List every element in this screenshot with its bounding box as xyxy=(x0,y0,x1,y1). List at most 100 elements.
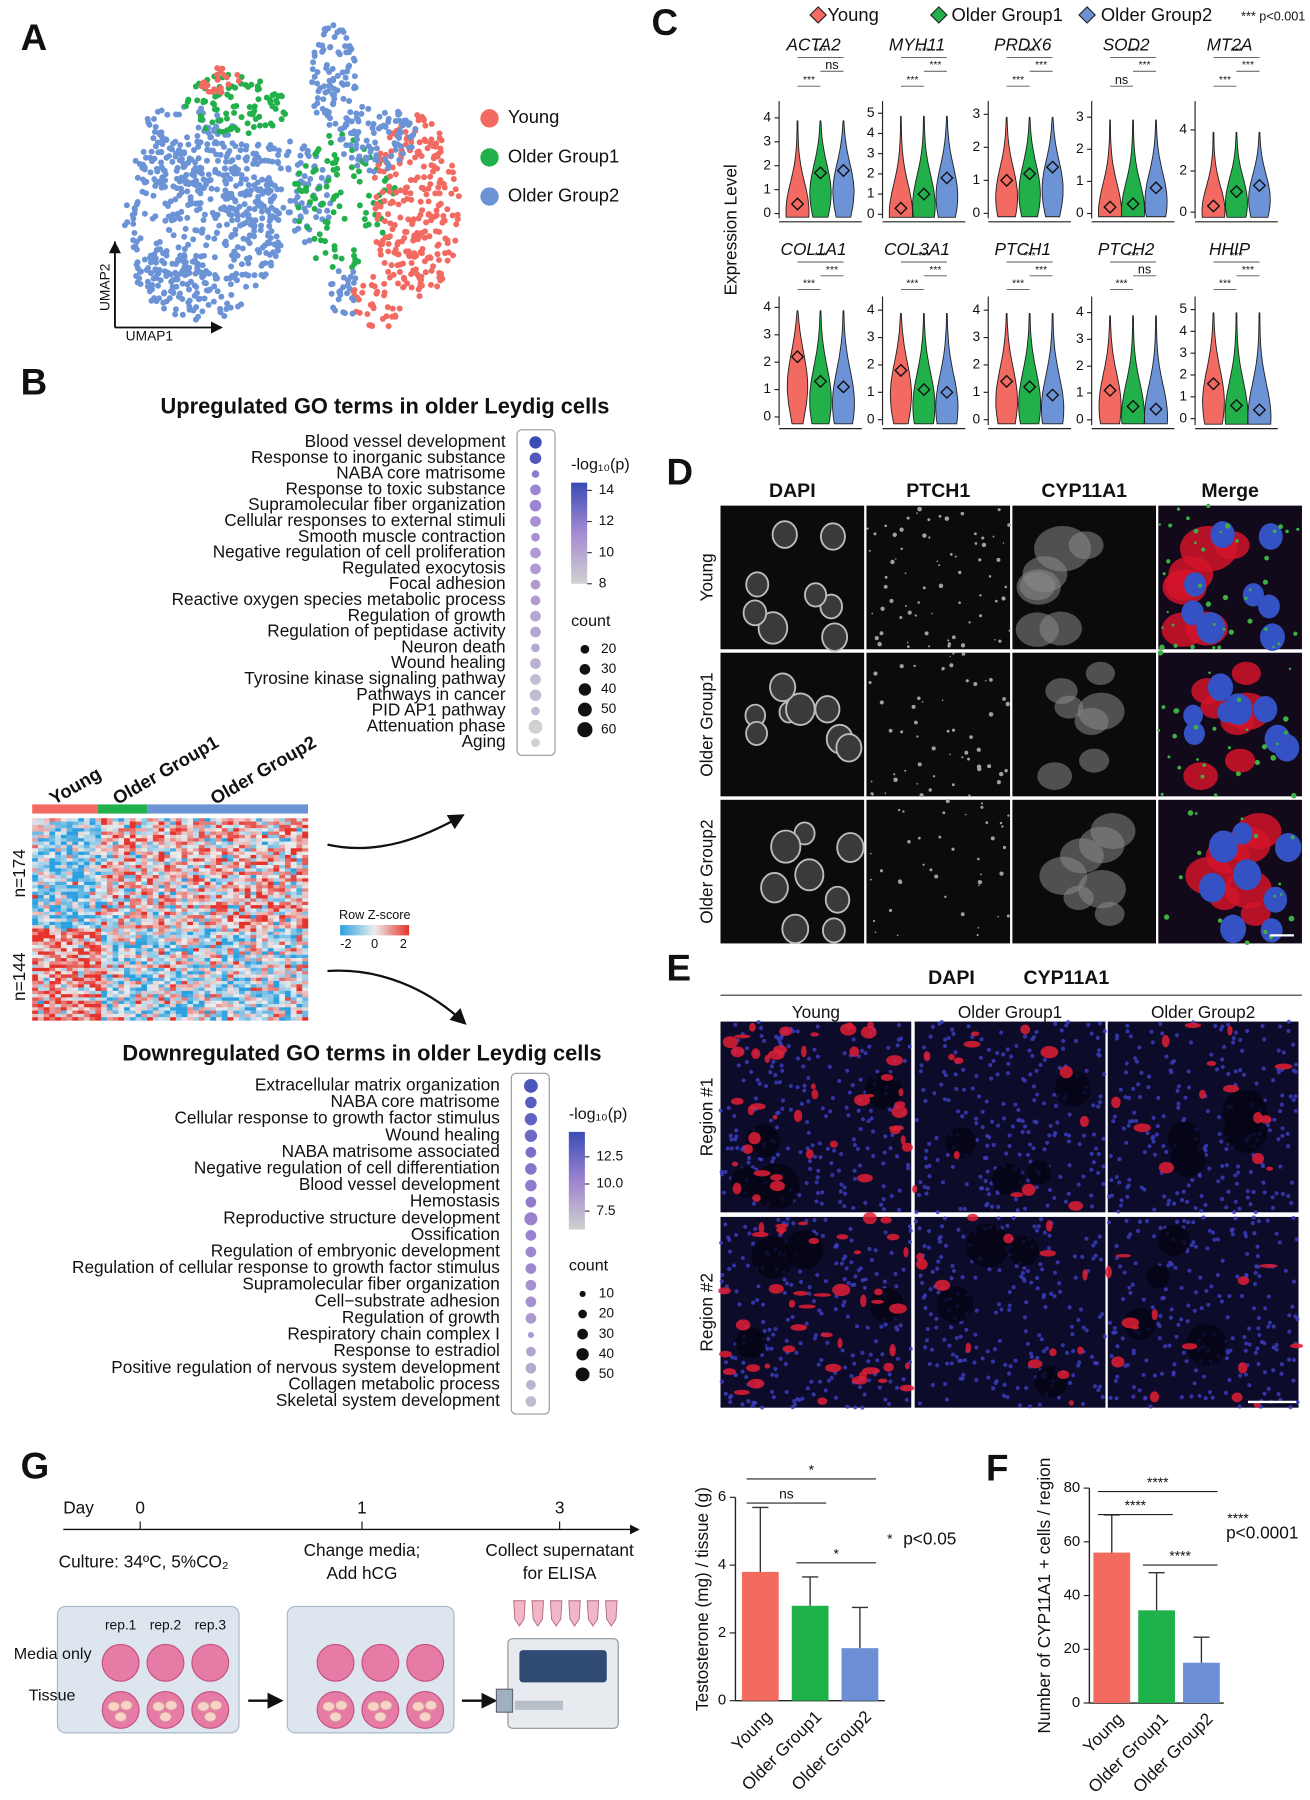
micrograph-bg xyxy=(866,653,1010,797)
heatmap-cell xyxy=(222,935,228,939)
heatmap-cell xyxy=(256,932,262,936)
heatmap-cell xyxy=(113,842,119,846)
heatmap-cell xyxy=(256,832,262,836)
heatmap-cell xyxy=(78,997,84,1001)
umap-point xyxy=(376,114,382,120)
heatmap-cell xyxy=(90,838,96,842)
heatmap-cell xyxy=(124,988,130,992)
heatmap-cell xyxy=(268,994,274,998)
heatmap-cell xyxy=(285,922,291,926)
heatmap-cell xyxy=(239,1014,245,1018)
heatmap-cell xyxy=(44,942,50,946)
umap-point xyxy=(257,123,263,129)
umap-point xyxy=(206,302,212,308)
heatmap-cell xyxy=(262,991,268,995)
heatmap-cell xyxy=(67,915,73,919)
heatmap-cell xyxy=(262,878,268,882)
heatmap-cell xyxy=(187,902,193,906)
heatmap-cell xyxy=(159,974,165,978)
heatmap-cell xyxy=(216,918,222,922)
heatmap-cell xyxy=(49,991,55,995)
umap-point xyxy=(372,175,378,181)
go-dot xyxy=(525,1180,537,1192)
heatmap-cell xyxy=(193,895,199,899)
heatmap-cell xyxy=(170,948,176,952)
heatmap-cell xyxy=(216,928,222,932)
heatmap-cell xyxy=(233,1017,239,1021)
heatmap-cell xyxy=(285,838,291,842)
heatmap-cell xyxy=(136,892,142,896)
heatmap-cell xyxy=(136,925,142,929)
heatmap-cell xyxy=(67,862,73,866)
heatmap-cell xyxy=(90,915,96,919)
heatmap-cell xyxy=(233,922,239,926)
heatmap-cell xyxy=(130,825,136,829)
heatmap-cell xyxy=(67,905,73,909)
nucleus xyxy=(836,734,861,761)
heatmap-cell xyxy=(130,878,136,882)
heatmap-cell xyxy=(296,951,302,955)
heatmap-cell xyxy=(130,955,136,959)
heatmap-cell xyxy=(182,882,188,886)
heatmap-cell xyxy=(262,872,268,876)
heatmap-cell xyxy=(291,885,297,889)
heatmap-cell xyxy=(170,994,176,998)
heatmap-cell xyxy=(210,988,216,992)
heatmap-cell xyxy=(228,905,234,909)
heatmap-cell xyxy=(153,908,159,912)
heatmap-cell xyxy=(113,852,119,856)
umap-point xyxy=(346,98,352,104)
legend-title: Row Z-score xyxy=(339,908,411,922)
heatmap-cell xyxy=(95,915,101,919)
heatmap-cell xyxy=(222,1007,228,1011)
y-tick-label: 3 xyxy=(867,145,875,160)
heatmap-cell xyxy=(262,822,268,826)
heatmap-cell xyxy=(147,875,153,879)
heatmap-cell xyxy=(136,915,142,919)
legend-title: count xyxy=(569,1257,609,1275)
umap-point xyxy=(205,234,211,240)
heatmap-cell xyxy=(44,994,50,998)
umap-point xyxy=(387,275,393,281)
umap-point xyxy=(170,277,176,283)
heatmap-cell xyxy=(136,938,142,942)
heatmap-cell xyxy=(164,892,170,896)
heatmap-cell xyxy=(44,955,50,959)
heatmap-cell xyxy=(222,925,228,929)
umap-point xyxy=(434,251,440,257)
heatmap-cell xyxy=(182,912,188,916)
umap-point xyxy=(262,122,268,128)
umap-point xyxy=(373,239,379,245)
umap-point xyxy=(183,172,189,178)
heatmap-cell xyxy=(38,855,44,859)
heatmap-cell xyxy=(118,858,124,862)
heatmap-cell xyxy=(61,818,67,822)
heatmap-cell xyxy=(273,862,279,866)
umap-point xyxy=(358,111,364,117)
heatmap-cell xyxy=(245,882,251,886)
heatmap-cell xyxy=(210,852,216,856)
heatmap-cell xyxy=(176,1017,182,1021)
heatmap-cell xyxy=(107,922,113,926)
heatmap-cell xyxy=(291,945,297,949)
heatmap-cell xyxy=(130,1014,136,1018)
heatmap-cell xyxy=(113,978,119,982)
heatmap-cell xyxy=(256,978,262,982)
heatmap-cell xyxy=(176,918,182,922)
umap-point xyxy=(330,264,336,270)
heatmap-cell xyxy=(245,981,251,985)
heatmap-cell xyxy=(90,968,96,972)
heatmap-cell xyxy=(176,922,182,926)
heatmap-cell xyxy=(118,835,124,839)
heatmap-cell xyxy=(245,1001,251,1005)
heatmap-cell xyxy=(101,935,107,939)
heatmap-cell xyxy=(268,832,274,836)
heatmap-cell xyxy=(245,925,251,929)
heatmap-cell xyxy=(78,984,84,988)
umap-point xyxy=(327,115,333,121)
heatmap-cell xyxy=(187,875,193,879)
heatmap-cell xyxy=(44,862,50,866)
heatmap-cell xyxy=(38,948,44,952)
umap-points xyxy=(122,22,462,329)
umap-point xyxy=(228,292,234,298)
